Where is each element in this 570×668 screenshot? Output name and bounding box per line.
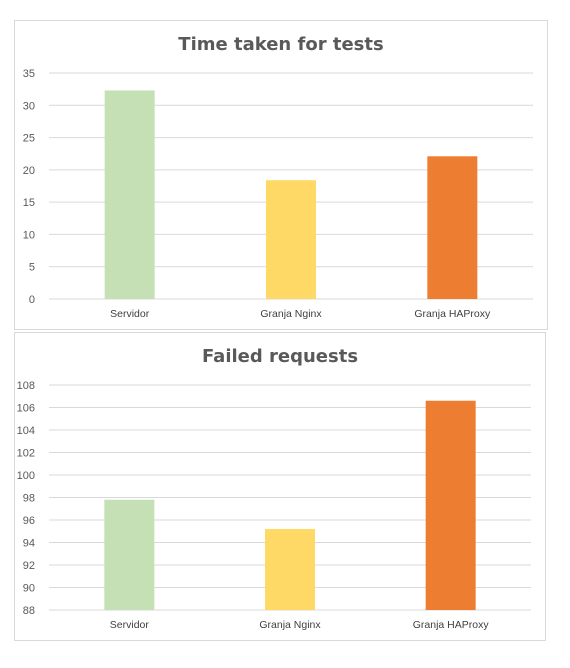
y-tick-label: 0 — [29, 294, 35, 306]
chart-time-taken: Time taken for tests 0 5 10 15 20 25 30 35 Servi… — [14, 20, 548, 330]
x-category-label: Granja Nginx — [259, 619, 321, 631]
bar-servidor — [104, 499, 155, 610]
y-tick-label: 108 — [17, 380, 35, 392]
x-category-label: Granja HAProxy — [414, 308, 491, 320]
y-tick-label: 98 — [23, 493, 35, 505]
y-tick-label: 104 — [17, 425, 35, 437]
y-tick-label: 94 — [23, 538, 35, 550]
bar-servidor — [104, 90, 155, 299]
y-tick-label: 102 — [17, 448, 35, 460]
bar-granja-haproxy — [427, 156, 478, 299]
y-tick-label: 100 — [17, 470, 35, 482]
bar-granja-nginx — [265, 529, 315, 610]
x-category-label: Servidor — [110, 619, 150, 631]
x-category-label: Granja HAProxy — [413, 619, 490, 631]
y-tick-label: 30 — [23, 100, 35, 112]
chart-title: Time taken for tests — [178, 34, 384, 55]
bar-granja-nginx — [266, 180, 316, 299]
y-tick-label: 96 — [23, 515, 35, 527]
y-tick-label: 88 — [23, 605, 35, 617]
y-tick-label: 90 — [23, 583, 35, 595]
y-tick-label: 10 — [23, 229, 35, 241]
chart-plot-time-taken: 0 5 10 15 20 25 30 35 Servidor Granja Nginx Granja… — [23, 68, 533, 320]
y-tick-label: 20 — [23, 165, 35, 177]
y-tick-label: 35 — [23, 68, 35, 80]
x-category-label: Granja Nginx — [260, 308, 322, 320]
x-category-label: Servidor — [110, 308, 150, 320]
y-tick-label: 92 — [23, 560, 35, 572]
y-tick-label: 25 — [23, 133, 35, 145]
chart-plot-failed-requests: 88 90 92 94 96 98 100 102 104 106 108 Servidor Granj… — [17, 380, 531, 631]
bar-granja-haproxy — [425, 400, 476, 610]
y-tick-label: 106 — [17, 403, 35, 415]
chart-failed-requests: Failed requests 88 90 92 94 96 98 100 102 104 106… — [14, 332, 546, 641]
chart-title: Failed requests — [201, 346, 359, 367]
y-tick-label: 5 — [29, 262, 35, 274]
y-tick-label: 15 — [23, 197, 35, 209]
